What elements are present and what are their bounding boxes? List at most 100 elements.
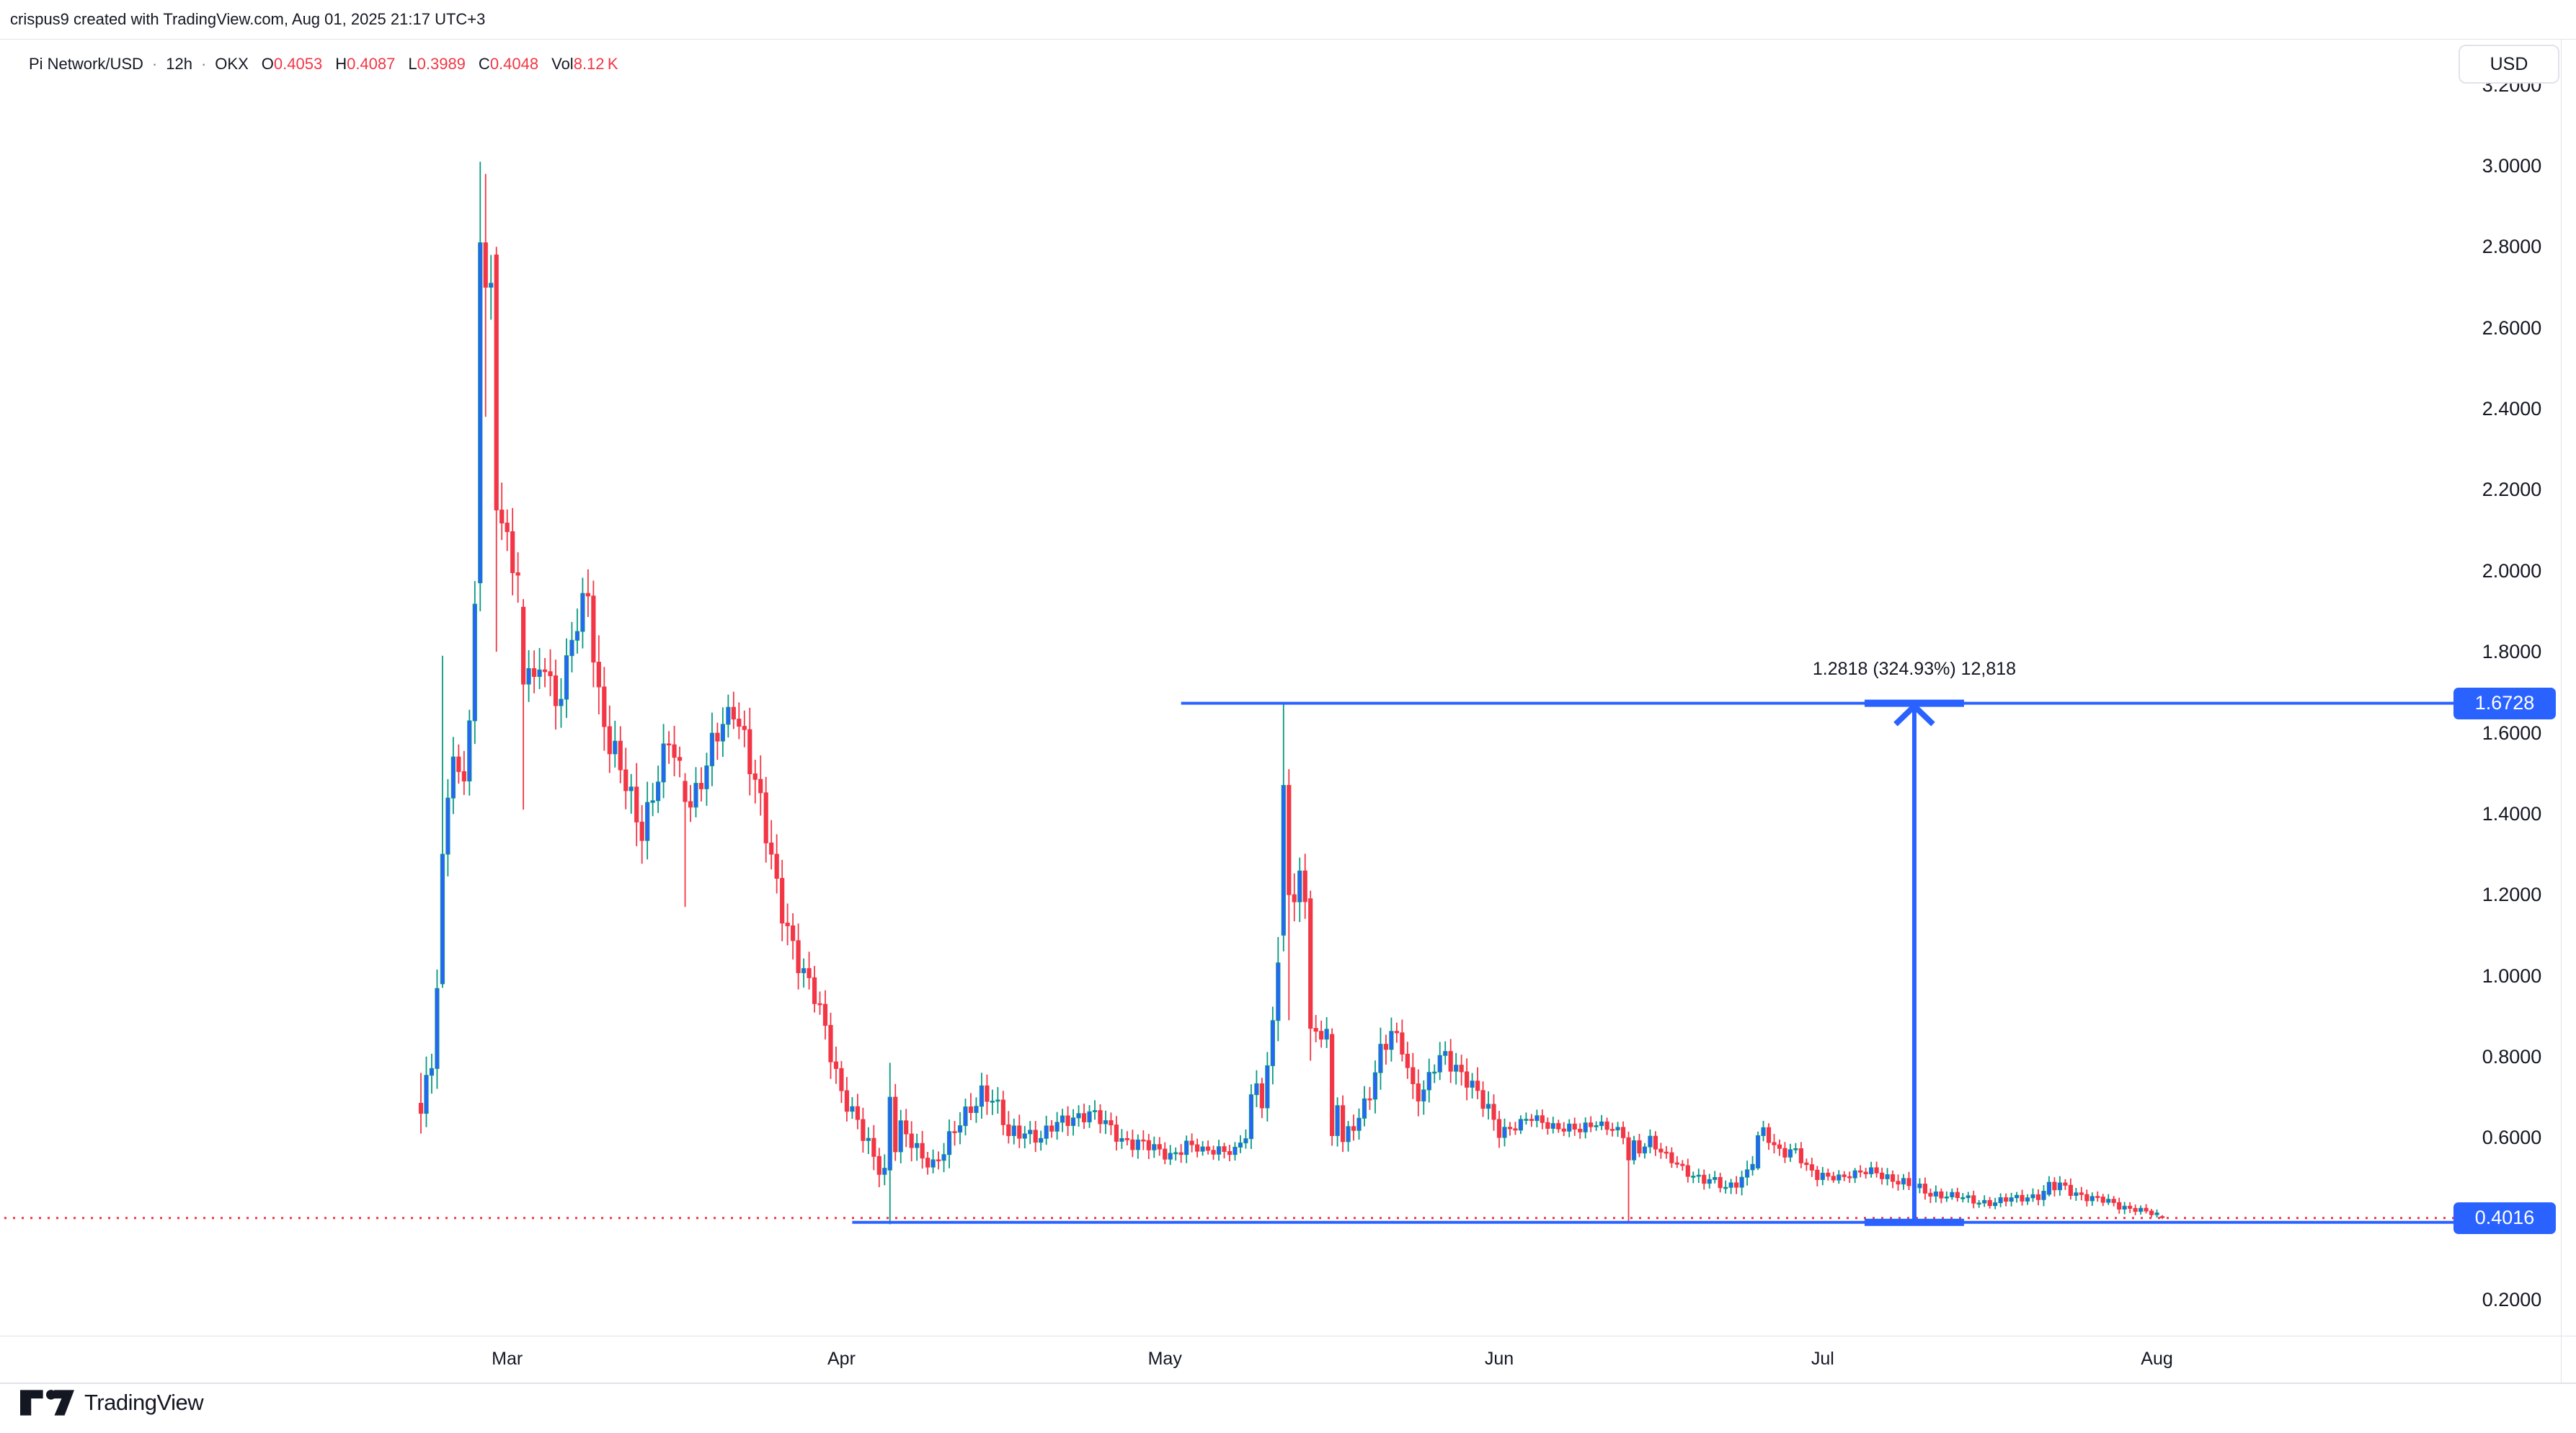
tradingview-logo-text: TradingView (84, 1390, 204, 1415)
candle (1195, 1138, 1200, 1158)
candle (1755, 1131, 1761, 1171)
candle (861, 1107, 866, 1153)
candle (424, 1056, 429, 1127)
legend-symbol[interactable]: Pi Network/USD (29, 55, 143, 73)
candle (1454, 1052, 1459, 1085)
candle (876, 1148, 881, 1187)
time-axis-month-label: Aug (2141, 1349, 2173, 1369)
candle (672, 725, 677, 776)
time-axis-bottom-divider (0, 1383, 2576, 1384)
candle (1955, 1187, 1960, 1202)
legend-high: H0.4087 (335, 55, 396, 73)
candle (1550, 1117, 1555, 1134)
candle (952, 1121, 957, 1146)
candle (887, 1062, 892, 1225)
currency-usd-button[interactable]: USD (2459, 45, 2559, 84)
time-axis-month-label: Jul (1811, 1349, 1834, 1369)
candle (2009, 1192, 2014, 1207)
price-axis-label: 0.2000 (2482, 1289, 2542, 1310)
candle (531, 650, 537, 693)
candle (747, 707, 752, 796)
candle (2149, 1209, 2154, 1217)
candle (1890, 1170, 1896, 1189)
candle (1017, 1114, 1022, 1148)
candle (494, 247, 499, 652)
candle (1152, 1136, 1157, 1158)
candle (650, 783, 655, 817)
candle (990, 1089, 995, 1115)
candle (1485, 1091, 1491, 1120)
candle (1540, 1109, 1545, 1130)
candle (1130, 1130, 1135, 1158)
candle (1631, 1135, 1637, 1165)
candle (1944, 1191, 1949, 1202)
candle (2079, 1186, 2084, 1201)
candle (1750, 1155, 1755, 1176)
candle (2020, 1189, 2025, 1206)
candle (1200, 1141, 1205, 1156)
price-axis-label: 1.8000 (2482, 641, 2542, 663)
legend-exchange[interactable]: OKX (215, 55, 249, 73)
candle (941, 1143, 946, 1173)
candle (720, 707, 725, 757)
candle (1394, 1022, 1399, 1043)
candle (613, 720, 618, 768)
candle (2004, 1193, 2009, 1207)
candle (1685, 1158, 1690, 1183)
candle (1787, 1143, 1793, 1162)
candle (1674, 1155, 1679, 1168)
candle (1308, 890, 1313, 1061)
candle (763, 776, 768, 863)
candle (483, 174, 488, 417)
attribution-bar: crispus9 created with TradingView.com, A… (0, 0, 2576, 39)
candle (915, 1133, 920, 1161)
time-axis-month-label: Mar (492, 1349, 523, 1369)
candle (1087, 1105, 1092, 1128)
candle (882, 1154, 887, 1186)
candle (1216, 1140, 1222, 1161)
candle (521, 599, 526, 810)
candle (1248, 1084, 1254, 1149)
candle (418, 1073, 424, 1134)
axis-right-separator (2561, 40, 2562, 1383)
candle (1917, 1178, 1922, 1194)
candle (2014, 1192, 2020, 1203)
candle (2089, 1192, 2095, 1206)
candle (1626, 1131, 1631, 1224)
candle (1691, 1171, 1696, 1184)
candle (2117, 1197, 2122, 1214)
legend-separator: · (151, 55, 158, 73)
candle (785, 903, 790, 946)
candle (936, 1151, 941, 1170)
candle (623, 747, 629, 809)
candle (974, 1097, 979, 1123)
candle (1982, 1195, 1987, 1207)
candle (2046, 1176, 2052, 1197)
candle (985, 1074, 990, 1115)
tradingview-attribution[interactable]: TradingView (20, 1390, 204, 1416)
candle (855, 1093, 860, 1130)
candle (2025, 1194, 2030, 1205)
candle (1680, 1160, 1685, 1171)
candle (1826, 1168, 1831, 1181)
legend-timeframe[interactable]: 12h (166, 55, 192, 73)
price-range-measurement-tool[interactable] (852, 699, 2455, 1226)
candle (1054, 1112, 1060, 1140)
candle (1330, 1028, 1335, 1146)
candle (1589, 1116, 1594, 1132)
candle (1281, 703, 1286, 951)
candles-layer[interactable] (418, 161, 2165, 1225)
price-axis-label: 0.8000 (2482, 1045, 2542, 1068)
candle (1664, 1145, 1669, 1159)
symbol-legend[interactable]: Pi Network/USD · 12h · OKX O0.4053 H0.40… (29, 55, 618, 74)
candle (1966, 1192, 1971, 1203)
candle (963, 1099, 968, 1136)
candle (2122, 1202, 2127, 1215)
candle (564, 638, 569, 718)
candle (904, 1109, 909, 1148)
candle (450, 737, 456, 815)
candle (1594, 1121, 1599, 1131)
candle (1362, 1086, 1367, 1127)
